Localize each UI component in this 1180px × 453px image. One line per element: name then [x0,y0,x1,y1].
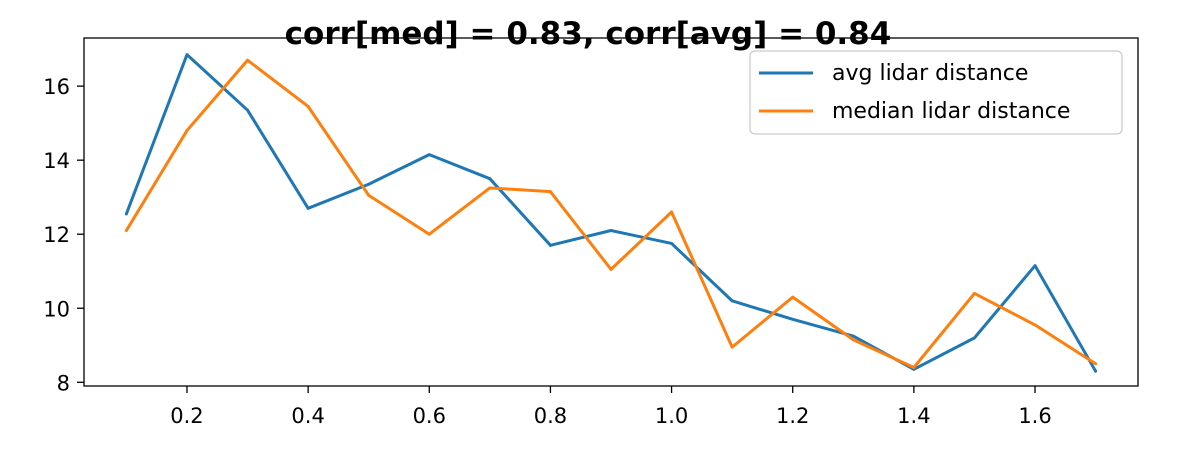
data-point-avg-lidar-distance [185,53,189,57]
data-point-median-lidar-distance [1033,323,1037,327]
data-point-median-lidar-distance [912,366,916,369]
data-point-median-lidar-distance [488,186,492,190]
legend-label-median-lidar-distance: median lidar distance [832,99,1070,124]
y-tick-label: 14 [43,149,70,173]
data-point-avg-lidar-distance [246,108,249,112]
data-point-avg-lidar-distance [730,299,734,303]
plot-frame [83,37,1139,387]
data-point-median-lidar-distance [367,193,371,197]
x-axis: 0.2 0.4 0.6 0.8 1.0 1.2 1.4 1.6 [170,386,1052,428]
series-layer [124,53,1098,373]
legend-box [749,50,1123,135]
data-point-median-lidar-distance [246,58,249,62]
data-point-median-lidar-distance [1094,362,1097,366]
data-point-median-lidar-distance [185,129,189,132]
data-point-avg-lidar-distance [670,242,673,245]
x-tick-label: 0.6 [413,404,446,428]
chart-title: corr[med] = 0.83, corr[avg] = 0.84 [285,16,892,52]
x-tick-label: 1.2 [776,404,809,428]
data-point-avg-lidar-distance [1033,264,1037,268]
x-tick-label: 1.4 [897,404,930,428]
data-point-median-lidar-distance [427,232,431,236]
y-tick-label: 10 [43,297,70,321]
data-point-avg-lidar-distance [367,182,371,186]
y-tick-label: 8 [57,371,70,395]
data-point-median-lidar-distance [973,292,976,295]
data-point-avg-lidar-distance [488,177,492,181]
data-point-median-lidar-distance [851,338,855,342]
legend: avg lidar distance median lidar distance [749,50,1123,135]
data-point-avg-lidar-distance [1094,369,1097,373]
x-tick-label: 0.2 [170,404,203,428]
data-point-avg-lidar-distance [125,212,128,216]
y-axis: 8 10 12 14 16 [43,75,84,395]
data-point-median-lidar-distance [670,210,673,214]
x-tick-label: 0.4 [291,404,324,428]
data-point-median-lidar-distance [549,190,552,194]
data-point-median-lidar-distance [791,295,795,299]
legend-label-avg-lidar-distance: avg lidar distance [832,61,1028,86]
data-point-avg-lidar-distance [427,153,431,157]
x-tick-label: 1.0 [655,404,688,428]
data-point-avg-lidar-distance [791,317,795,321]
data-point-avg-lidar-distance [306,206,310,210]
data-point-avg-lidar-distance [609,229,613,232]
data-point-avg-lidar-distance [851,334,855,338]
y-tick-label: 16 [43,75,70,99]
data-point-median-lidar-distance [125,229,128,232]
x-tick-label: 0.8 [534,404,567,428]
y-tick-label: 12 [43,223,70,247]
data-point-avg-lidar-distance [973,336,976,340]
data-point-median-lidar-distance [306,105,310,108]
data-point-avg-lidar-distance [549,243,552,247]
data-point-median-lidar-distance [730,345,734,349]
x-tick-label: 1.6 [1018,404,1051,428]
data-point-median-lidar-distance [609,267,613,271]
